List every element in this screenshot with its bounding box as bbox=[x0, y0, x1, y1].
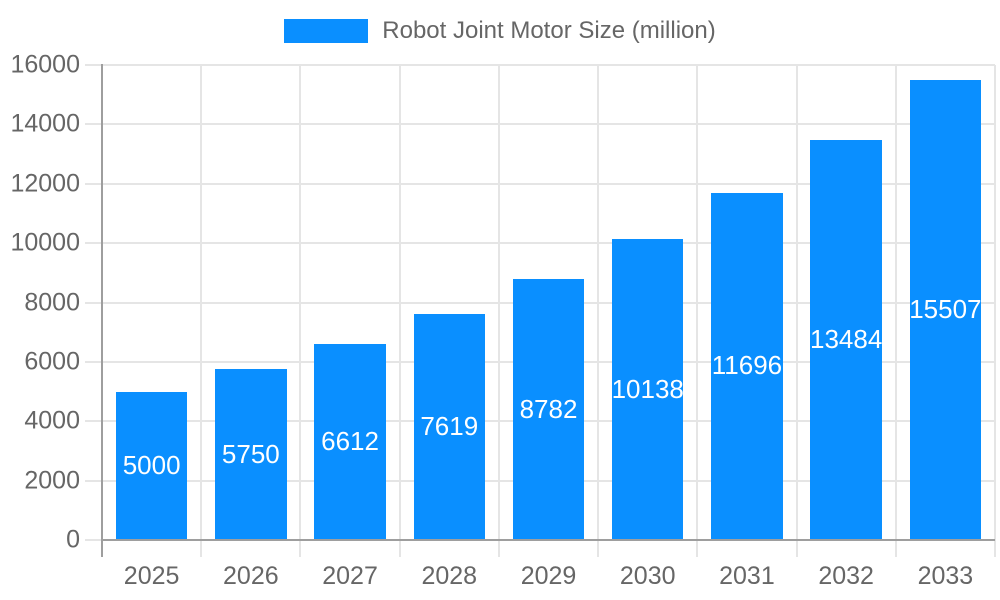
x-gridline bbox=[299, 65, 302, 557]
x-axis-line bbox=[102, 539, 995, 541]
bar[interactable]: 7619 bbox=[413, 313, 485, 539]
bar-value-label: 7619 bbox=[420, 410, 479, 441]
x-gridline bbox=[497, 65, 500, 557]
y-tick-label: 4000 bbox=[24, 406, 80, 435]
x-tick-label: 2033 bbox=[917, 562, 974, 590]
bar-value-label: 13484 bbox=[810, 323, 883, 354]
x-gridline bbox=[894, 65, 897, 557]
bar[interactable]: 5750 bbox=[215, 369, 287, 539]
x-gridline bbox=[200, 65, 203, 557]
bar[interactable]: 8782 bbox=[512, 279, 585, 539]
y-gridline bbox=[85, 123, 995, 126]
y-gridline bbox=[85, 64, 995, 66]
x-tick-label: 2026 bbox=[223, 562, 279, 590]
bar[interactable]: 11696 bbox=[711, 192, 783, 539]
x-tick-label: 2027 bbox=[322, 562, 378, 590]
bar-value-label: 8782 bbox=[519, 393, 578, 424]
x-tick-label: 2032 bbox=[818, 562, 874, 590]
x-tick-label: 2029 bbox=[520, 562, 577, 590]
x-tick-label: 2025 bbox=[123, 562, 180, 590]
y-tick-label: 12000 bbox=[10, 169, 80, 198]
bar[interactable]: 15507 bbox=[909, 79, 982, 539]
y-tick-label: 2000 bbox=[24, 466, 80, 495]
y-gridline bbox=[85, 242, 995, 245]
y-tick-label: 6000 bbox=[24, 347, 80, 376]
bar-value-label: 5000 bbox=[122, 449, 181, 480]
y-gridline bbox=[85, 182, 995, 185]
x-tick-label: 2028 bbox=[421, 562, 478, 590]
y-axis-line bbox=[101, 64, 103, 557]
bar[interactable]: 5000 bbox=[115, 391, 188, 539]
bar[interactable]: 6612 bbox=[314, 343, 386, 539]
x-gridline bbox=[696, 65, 699, 557]
bar-value-label: 11696 bbox=[711, 350, 783, 381]
bar[interactable]: 10138 bbox=[611, 239, 684, 539]
y-tick-label: 10000 bbox=[10, 228, 80, 257]
y-tick-label: 8000 bbox=[24, 288, 80, 316]
x-gridline bbox=[398, 65, 401, 557]
x-gridline bbox=[795, 65, 798, 557]
bar-value-label: 15507 bbox=[909, 293, 982, 324]
legend-label: Robot Joint Motor Size (million) bbox=[382, 17, 716, 44]
bar[interactable]: 13484 bbox=[810, 139, 883, 539]
x-gridline bbox=[994, 65, 996, 557]
y-tick-label: 0 bbox=[66, 525, 80, 554]
x-tick-label: 2030 bbox=[619, 562, 676, 590]
legend-swatch bbox=[284, 19, 369, 43]
bar-value-label: 6612 bbox=[321, 425, 379, 456]
bar-value-label: 10138 bbox=[611, 373, 684, 404]
bar-value-label: 5750 bbox=[221, 438, 280, 469]
x-tick-label: 2031 bbox=[719, 562, 775, 590]
y-tick-label: 14000 bbox=[10, 109, 80, 138]
legend[interactable]: Robot Joint Motor Size (million) bbox=[0, 16, 1000, 46]
x-gridline bbox=[597, 65, 600, 557]
y-tick-label: 16000 bbox=[10, 50, 80, 79]
